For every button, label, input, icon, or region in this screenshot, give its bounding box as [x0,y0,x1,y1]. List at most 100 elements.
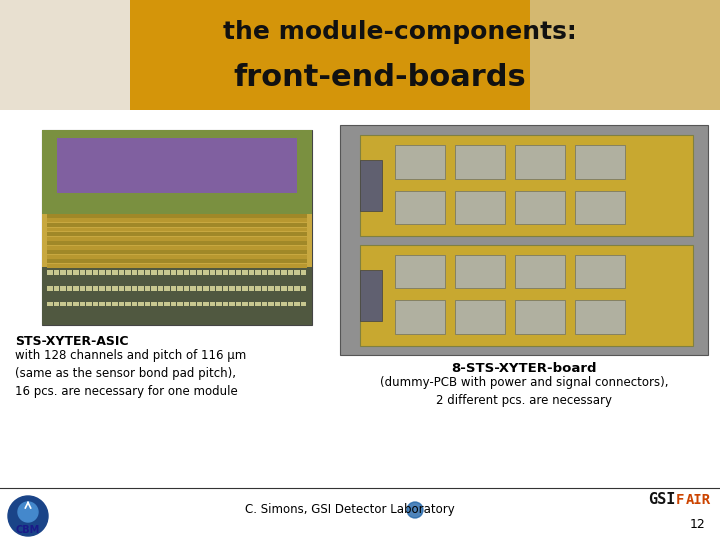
Bar [177,302,183,307]
Bar [92,286,99,291]
Bar [229,302,235,307]
Bar [210,302,215,307]
Bar [455,191,505,224]
Bar [145,302,150,307]
Bar [73,302,79,307]
Bar [47,255,307,259]
Bar [235,271,241,275]
Bar [294,302,300,307]
Bar [66,286,73,291]
Bar [79,286,86,291]
Bar [119,286,125,291]
Bar [53,286,60,291]
Bar [255,271,261,275]
Bar [229,286,235,291]
Text: with 128 channels and pitch of 116 μm
(same as the sensor bond pad pitch),
16 pc: with 128 channels and pitch of 116 μm (s… [15,349,246,398]
Bar [184,302,189,307]
Bar [203,286,209,291]
Bar [60,271,66,275]
Bar [99,271,105,275]
Bar [106,302,112,307]
Bar [268,271,274,275]
Bar [42,130,312,325]
Bar [530,0,720,110]
Bar [86,286,92,291]
Bar [216,286,222,291]
Bar [242,271,248,275]
Text: front-end-boards: front-end-boards [233,64,526,92]
Bar [66,271,73,275]
Bar [53,271,60,275]
Bar [235,302,241,307]
Bar [0,0,720,110]
Bar [395,255,445,288]
Bar [455,255,505,288]
Bar [145,271,150,275]
Bar [268,302,274,307]
Bar [158,302,163,307]
Circle shape [18,502,38,522]
Bar [158,271,163,275]
Bar [287,271,294,275]
Bar [261,286,267,291]
Bar [255,286,261,291]
Bar [145,286,150,291]
Bar [255,302,261,307]
Bar [281,271,287,275]
Bar [455,145,505,179]
Bar [515,255,565,288]
Bar [395,300,445,334]
Bar [92,271,99,275]
Bar [203,271,209,275]
Bar [281,302,287,307]
Bar [112,302,118,307]
Bar [60,286,66,291]
Bar [47,302,53,307]
Bar [274,271,280,275]
Bar [73,286,79,291]
Bar [360,135,693,236]
Bar [261,271,267,275]
Bar [190,271,196,275]
Bar [171,286,176,291]
Bar [42,130,312,218]
Bar [138,286,144,291]
Bar [395,145,445,179]
Bar [184,271,189,275]
Bar [125,271,131,275]
Bar [112,286,118,291]
Bar [73,271,79,275]
Bar [222,271,228,275]
Bar [151,286,157,291]
Text: CBM: CBM [16,525,40,535]
Bar [47,250,307,254]
Text: (dummy-PCB with power and signal connectors),
2 different pcs. are necessary: (dummy-PCB with power and signal connect… [379,376,668,407]
Bar [575,255,625,288]
Bar [360,160,382,211]
Bar [242,302,248,307]
Bar [106,286,112,291]
Bar [197,286,202,291]
Bar [106,271,112,275]
Bar [210,271,215,275]
Bar [242,286,248,291]
Bar [216,302,222,307]
Bar [47,223,307,227]
Bar [261,302,267,307]
Text: the module-components:: the module-components: [223,20,577,44]
Bar [125,302,131,307]
Bar [47,232,307,236]
Bar [79,271,86,275]
Bar [515,300,565,334]
Bar [222,286,228,291]
Bar [248,271,254,275]
Text: C. Simons, GSI Detector Laboratory: C. Simons, GSI Detector Laboratory [245,503,455,516]
Bar [177,286,183,291]
Bar [197,271,202,275]
Bar [171,302,176,307]
Bar [287,286,294,291]
Bar [151,271,157,275]
Bar [47,241,307,245]
Bar [119,302,125,307]
Bar [294,271,300,275]
